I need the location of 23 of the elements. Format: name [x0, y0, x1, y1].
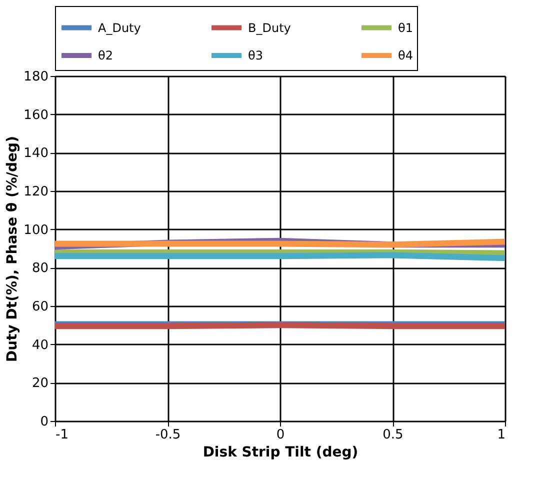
- y-tick-label: 100: [24, 222, 48, 238]
- legend-label: θ3: [248, 48, 263, 62]
- y-tick-label: 80: [32, 261, 48, 276]
- legend-label: θ1: [398, 20, 413, 35]
- y-tick-label: 20: [32, 376, 48, 392]
- y-tick-label: 0: [40, 414, 48, 430]
- x-tick-label: 1: [497, 428, 506, 442]
- y-tick-label: 60: [32, 300, 48, 314]
- legend-label: B_Duty: [248, 20, 291, 35]
- y-tick-label: 160: [24, 108, 48, 123]
- x-tick-label: 0: [276, 428, 285, 442]
- y-tick-label: 120: [24, 184, 48, 200]
- y-tick-label: 180: [24, 70, 48, 84]
- x-axis-title: Disk Strip Tilt (deg): [202, 444, 358, 460]
- legend-label: θ4: [398, 48, 413, 62]
- x-tick-label: -0.5: [155, 428, 181, 442]
- y-axis-title: Duty Dt(%), Phase θ (%/deg): [4, 136, 21, 362]
- legend-label: A_Duty: [98, 20, 141, 35]
- x-tick-label: -1: [56, 428, 68, 442]
- x-tick-label: 0.5: [382, 428, 404, 442]
- legend-label: θ2: [98, 48, 113, 62]
- y-tick-label: 40: [32, 338, 48, 353]
- y-tick-label: 140: [24, 146, 48, 162]
